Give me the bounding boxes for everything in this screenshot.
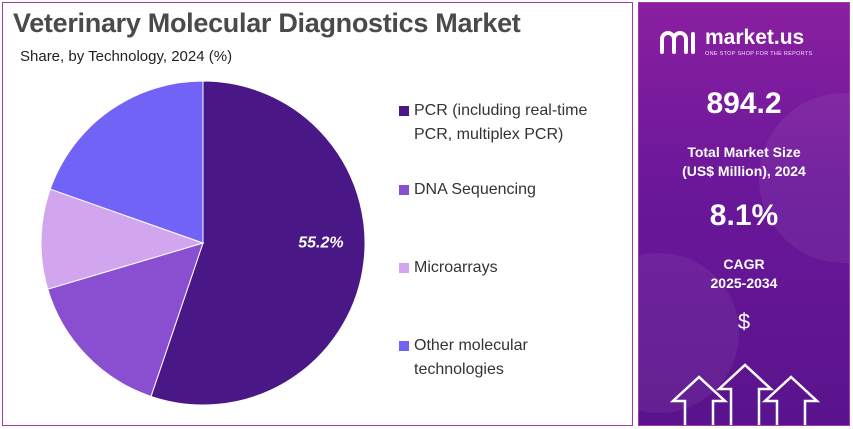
legend-item-dna-sequencing: DNA Sequencing	[399, 178, 536, 202]
chart-subtitle: Share, by Technology, 2024 (%)	[20, 48, 233, 65]
legend-label-line: Other molecular	[414, 337, 528, 354]
stats-panel: market.us ONE STOP SHOP FOR THE REPORTS …	[638, 2, 850, 426]
brand-logo: market.us ONE STOP SHOP FOR THE REPORTS	[659, 27, 813, 57]
pie-data-label: 55.2%	[298, 234, 343, 251]
market-size-label: Total Market Size (US$ Million), 2024	[682, 144, 806, 179]
growth-arrows-icon	[669, 363, 821, 425]
pie-chart: 55.2%	[40, 80, 366, 406]
dollar-icon: $	[737, 309, 751, 334]
chart-title: Veterinary Molecular Diagnostics Market	[13, 8, 521, 38]
legend-item-pcr: PCR (including real-time PCR, multiplex …	[399, 99, 587, 147]
market-size-value: 894.2	[706, 87, 782, 120]
cagr-value: 8.1%	[709, 199, 779, 232]
legend-item-other-molecular: Other molecular technologies	[399, 334, 528, 382]
pie-slice-microarrays	[40, 188, 205, 290]
pie-slice-dna-sequencing	[47, 242, 204, 398]
pie-slice-other-molecular	[49, 80, 204, 244]
legend-label-line: PCR, multiplex PCR)	[414, 126, 564, 143]
chart-panel: Veterinary Molecular Diagnostics Market …	[2, 2, 633, 426]
legend-item-microarrays: Microarrays	[399, 256, 498, 280]
cagr-label: CAGR 2025-2034	[710, 256, 778, 291]
legend-swatch	[399, 185, 409, 195]
legend-label-line: technologies	[414, 361, 504, 378]
pie-slice-pcr	[150, 80, 366, 406]
legend-swatch	[399, 263, 409, 273]
brand-tagline: ONE STOP SHOP FOR THE REPORTS	[705, 51, 813, 57]
brand-name: market.us	[705, 26, 805, 49]
legend-swatch	[399, 106, 409, 116]
market-us-logo-icon	[660, 31, 695, 54]
legend-swatch	[399, 341, 409, 351]
legend-label-line: PCR (including real-time	[414, 102, 588, 119]
legend-label-line: DNA Sequencing	[414, 181, 536, 198]
legend-label-line: Microarrays	[414, 259, 498, 276]
